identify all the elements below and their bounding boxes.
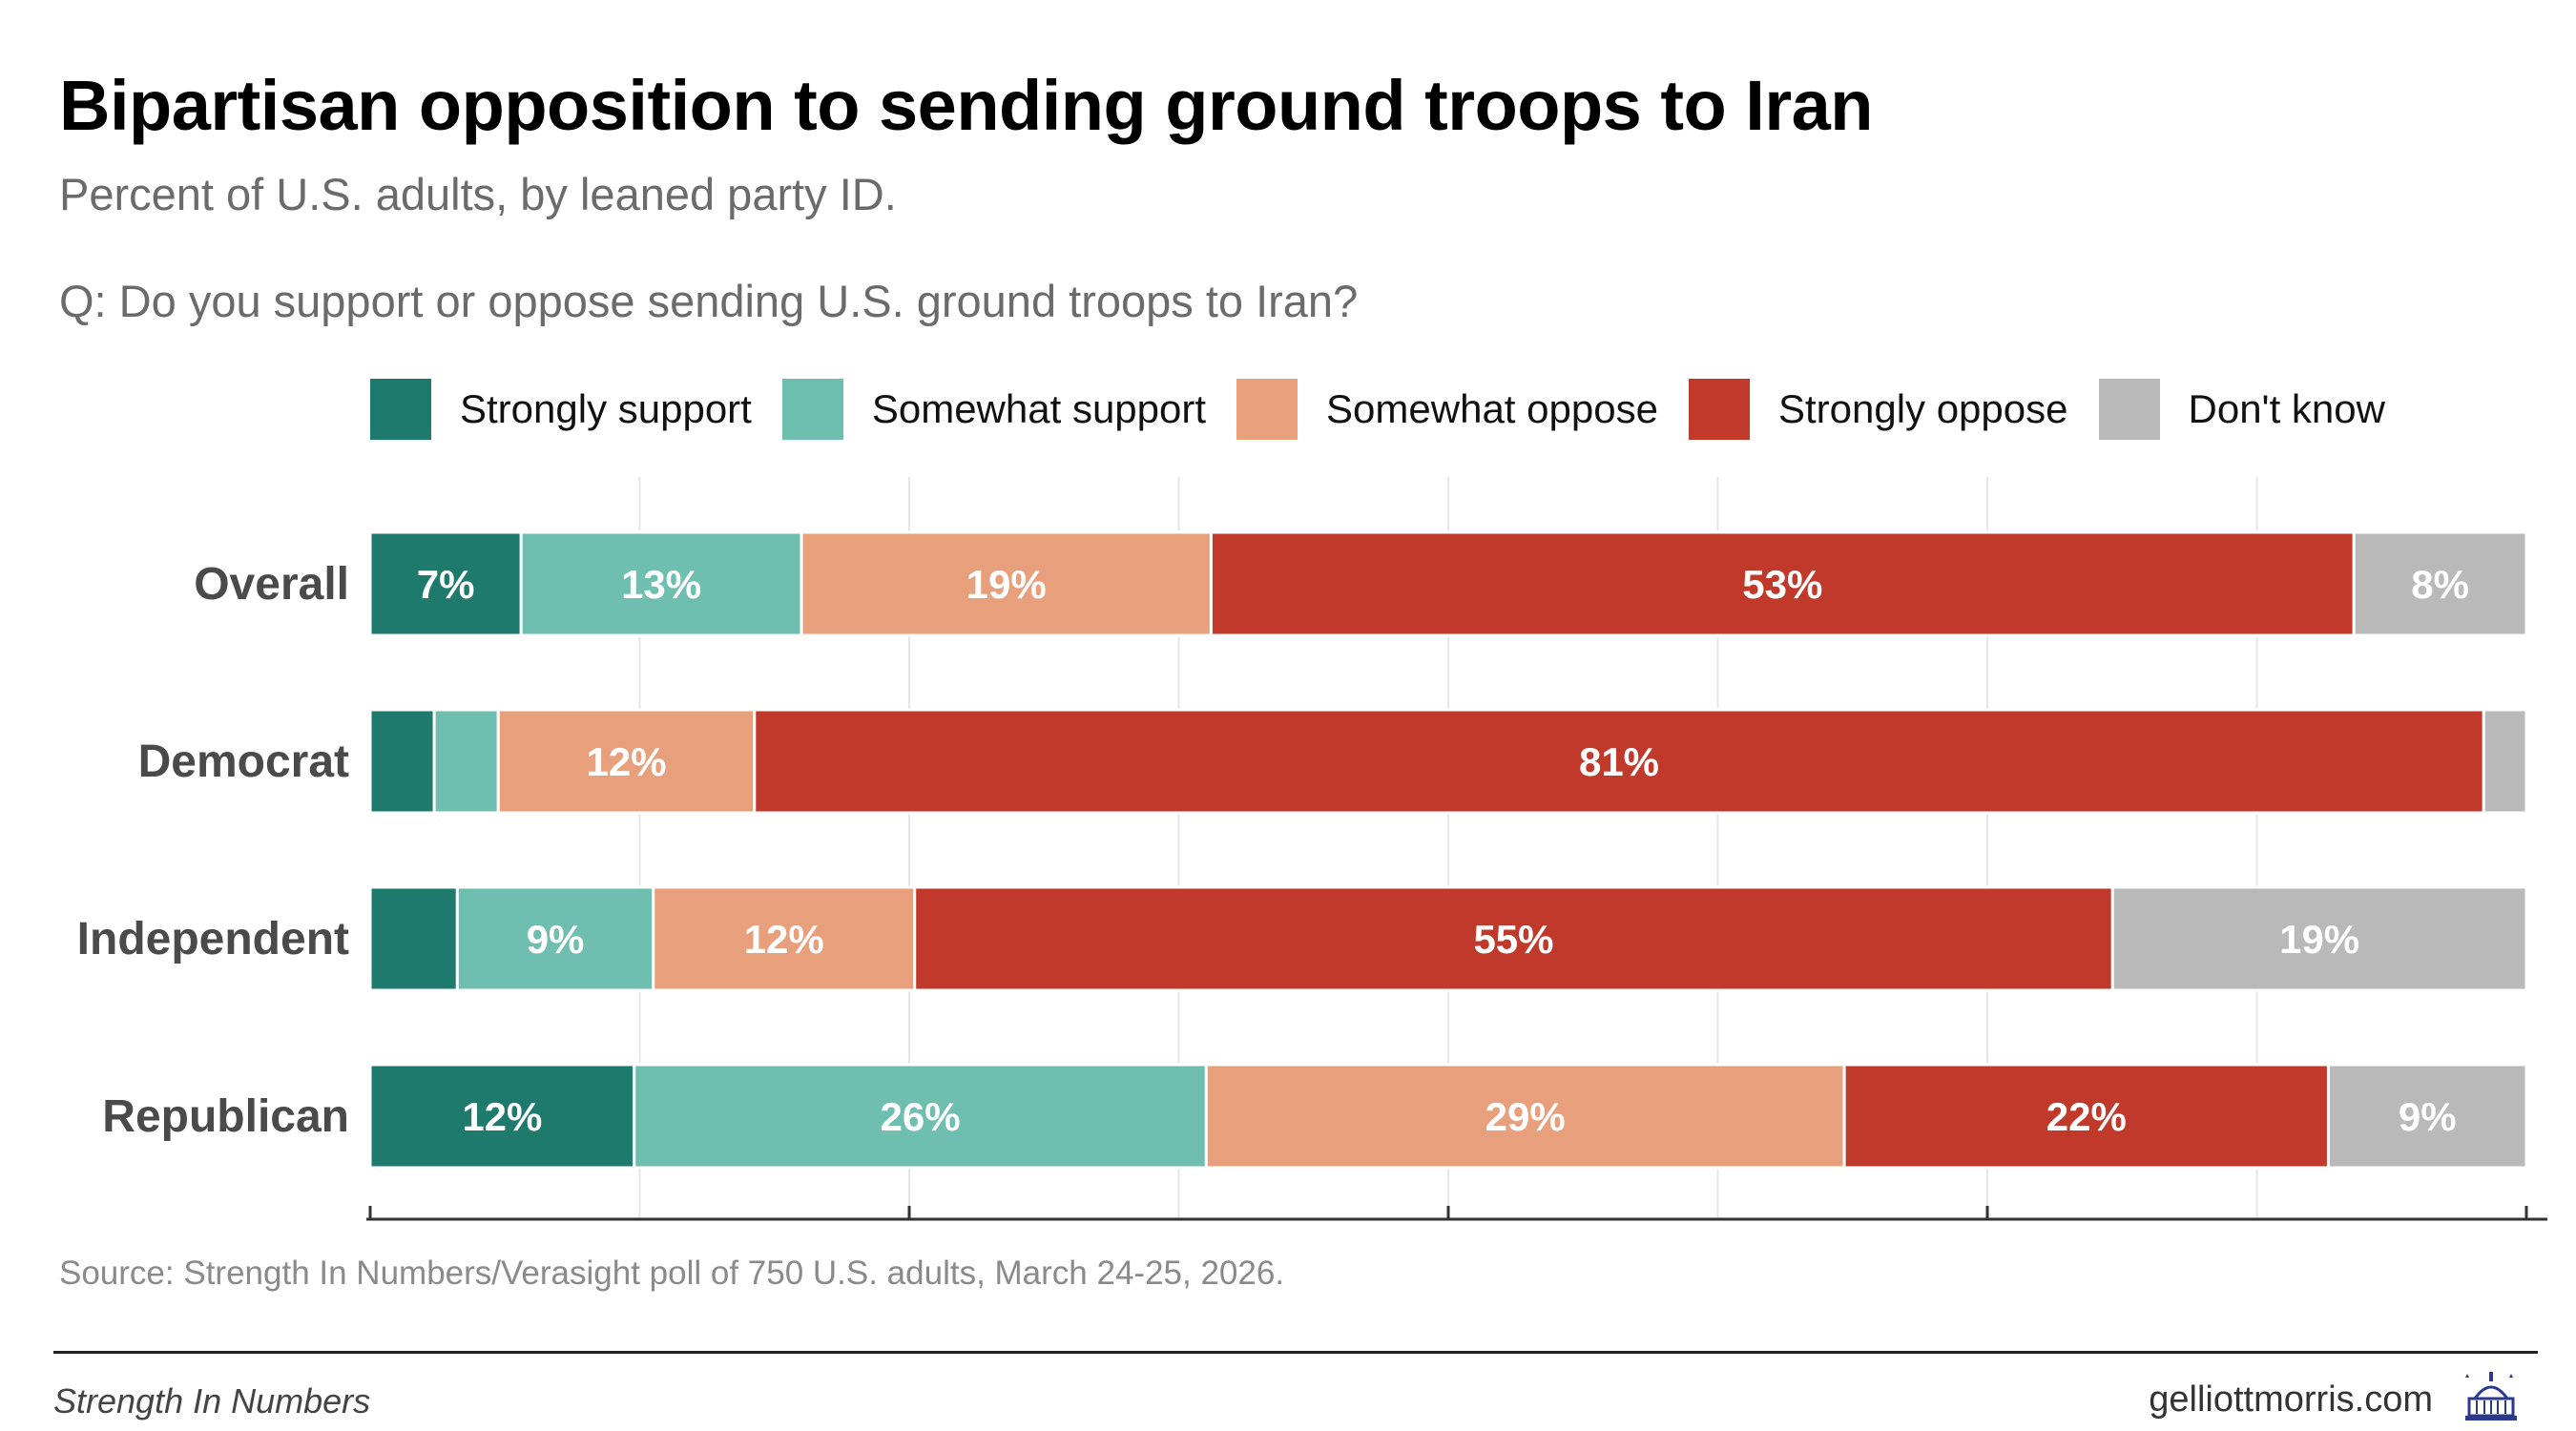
data-label: 29% — [1485, 1094, 1566, 1139]
category-label: Independent — [77, 914, 349, 964]
survey-question: Q: Do you support or oppose sending U.S.… — [59, 276, 1359, 326]
legend-swatch — [1688, 379, 1750, 440]
bar-segment — [368, 1063, 636, 1170]
bar-segment — [496, 708, 757, 815]
legend-item-somewhat-support: Somewhat support — [781, 379, 1207, 440]
legend-item-strongly-support: Strongly support — [370, 379, 752, 440]
bar-segment — [800, 530, 1213, 637]
data-label: 26% — [880, 1094, 960, 1139]
data-label: 12% — [586, 739, 666, 784]
category-label: Democrat — [138, 736, 349, 787]
category-label: Overall — [194, 559, 349, 610]
footer-site: gelliottmorris.com — [2149, 1379, 2433, 1420]
data-label: 22% — [2046, 1094, 2127, 1139]
bar-segment — [2110, 885, 2528, 992]
data-label: 55% — [1473, 917, 1553, 962]
capitol-building-icon — [2465, 1372, 2517, 1421]
data-label: 13% — [621, 562, 701, 607]
legend-label: Somewhat support — [871, 386, 1207, 431]
legend-label: Don't know — [2188, 386, 2385, 431]
data-label: 53% — [1742, 562, 1822, 607]
bar-segment — [633, 1063, 1208, 1170]
legend: Strongly support Somewhat support Somewh… — [370, 379, 2416, 440]
bar-segment — [753, 708, 2485, 815]
bar-segment — [368, 708, 436, 815]
data-label: 9% — [527, 917, 585, 962]
bar-segment — [455, 885, 655, 992]
data-label: 7% — [417, 562, 475, 607]
bar-segment — [1209, 530, 2356, 637]
data-label: 12% — [744, 917, 824, 962]
data-label: 19% — [966, 562, 1047, 607]
chart-subtitle: Percent of U.S. adults, by leaned party … — [59, 169, 897, 219]
bar-segment — [2482, 708, 2528, 815]
bar-segment — [913, 885, 2114, 992]
source-note: Source: Strength In Numbers/Verasight po… — [59, 1255, 1285, 1292]
footer-brand: Strength In Numbers — [53, 1381, 371, 1421]
bar-segment — [432, 708, 500, 815]
chart-title: Bipartisan opposition to sending ground … — [59, 66, 1874, 145]
bar-segment — [2326, 1063, 2528, 1170]
data-label: 81% — [1579, 739, 1659, 784]
category-label: Republican — [102, 1091, 349, 1142]
legend-item-strongly-oppose: Strongly oppose — [1688, 379, 2068, 440]
legend-label: Strongly support — [460, 386, 752, 431]
data-label: 9% — [2399, 1094, 2457, 1139]
legend-item-dont-know: Don't know — [2098, 379, 2385, 440]
data-label: 12% — [462, 1094, 542, 1139]
legend-swatch — [370, 379, 431, 440]
legend-label: Strongly oppose — [1777, 386, 2068, 431]
legend-label: Somewhat oppose — [1326, 386, 1658, 431]
bar-segment — [1204, 1063, 1846, 1170]
bar-segment — [2352, 530, 2528, 637]
stacked-bar-chart: Overall 7% 13% 19% 53% 8% Democrat 12% 81% Indepe… — [77, 477, 2547, 1221]
data-label: 19% — [2279, 917, 2359, 962]
legend-swatch — [1236, 379, 1298, 440]
legend-item-somewhat-oppose: Somewhat oppose — [1236, 379, 1658, 440]
legend-swatch — [2098, 379, 2160, 440]
bar-segment — [519, 530, 803, 637]
data-label: 8% — [2411, 562, 2469, 607]
legend-swatch — [781, 379, 843, 440]
footer-divider — [53, 1351, 2538, 1354]
bar-segment — [368, 885, 459, 992]
bar-segment — [1842, 1063, 2330, 1170]
